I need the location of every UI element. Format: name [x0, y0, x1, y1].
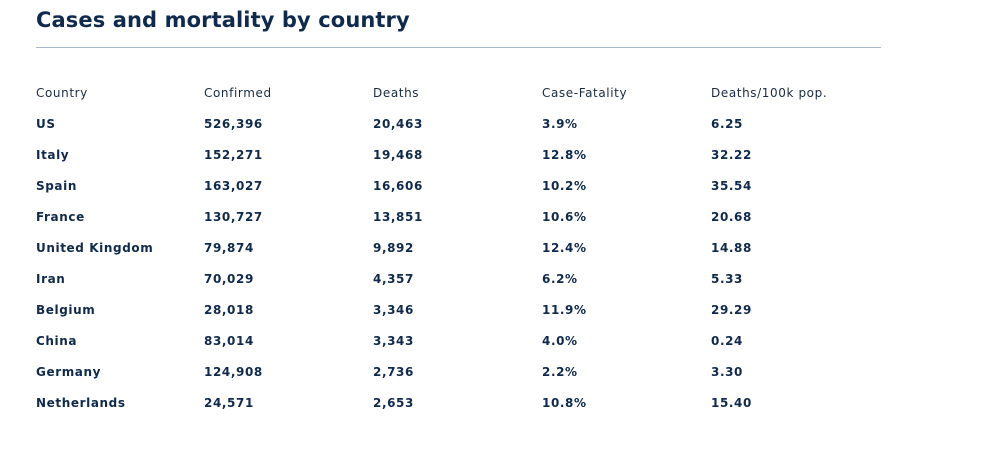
confirmed-cell: 152,271 [204, 147, 263, 162]
confirmed-cell: 163,027 [204, 178, 263, 193]
country-cell: Germany [36, 364, 102, 379]
deaths-per-100k-cell: 29.29 [711, 302, 752, 317]
deaths-cell: 4,357 [373, 271, 414, 286]
confirmed-cell: 79,874 [204, 240, 254, 255]
table-header-row: Country Confirmed Deaths Case-Fatality D… [36, 77, 861, 108]
deaths-cell: 9,892 [373, 240, 414, 255]
table-row: US 526,396 20,463 3.9% 6.25 [36, 108, 861, 139]
confirmed-cell: 124,908 [204, 364, 263, 379]
deaths-per-100k-cell: 14.88 [711, 240, 752, 255]
deaths-per-100k-cell: 32.22 [711, 147, 752, 162]
table-row: Netherlands 24,571 2,653 10.8% 15.40 [36, 387, 861, 418]
deaths-per-100k-cell: 3.30 [711, 364, 744, 379]
case-fatality-cell: 10.8% [542, 395, 587, 410]
confirmed-cell: 83,014 [204, 333, 254, 348]
table-row: China 83,014 3,343 4.0% 0.24 [36, 325, 861, 356]
column-header-case-fatality: Case-Fatality [542, 85, 628, 100]
deaths-per-100k-cell: 5.33 [711, 271, 744, 286]
country-cell: Belgium [36, 302, 96, 317]
deaths-cell: 16,606 [373, 178, 423, 193]
case-fatality-cell: 3.9% [542, 116, 578, 131]
column-header-country: Country [36, 85, 88, 100]
case-fatality-cell: 10.2% [542, 178, 587, 193]
country-cell: China [36, 333, 78, 348]
case-fatality-cell: 4.0% [542, 333, 578, 348]
table-row: Germany 124,908 2,736 2.2% 3.30 [36, 356, 861, 387]
country-cell: Iran [36, 271, 66, 286]
cases-mortality-table: Country Confirmed Deaths Case-Fatality D… [36, 77, 861, 418]
table-row: Belgium 28,018 3,346 11.9% 29.29 [36, 294, 861, 325]
country-cell: US [36, 116, 56, 131]
country-cell: Spain [36, 178, 77, 193]
deaths-per-100k-cell: 15.40 [711, 395, 752, 410]
deaths-cell: 2,653 [373, 395, 414, 410]
deaths-cell: 2,736 [373, 364, 414, 379]
case-fatality-cell: 2.2% [542, 364, 578, 379]
table-row: Iran 70,029 4,357 6.2% 5.33 [36, 263, 861, 294]
case-fatality-cell: 11.9% [542, 302, 587, 317]
country-cell: Netherlands [36, 395, 126, 410]
confirmed-cell: 70,029 [204, 271, 254, 286]
country-cell: United Kingdom [36, 240, 154, 255]
case-fatality-cell: 6.2% [542, 271, 578, 286]
confirmed-cell: 24,571 [204, 395, 254, 410]
deaths-per-100k-cell: 6.25 [711, 116, 744, 131]
deaths-cell: 19,468 [373, 147, 423, 162]
country-cell: France [36, 209, 85, 224]
deaths-cell: 20,463 [373, 116, 423, 131]
case-fatality-cell: 12.4% [542, 240, 587, 255]
deaths-cell: 13,851 [373, 209, 423, 224]
deaths-cell: 3,346 [373, 302, 414, 317]
confirmed-cell: 526,396 [204, 116, 263, 131]
column-header-confirmed: Confirmed [204, 85, 272, 100]
deaths-per-100k-cell: 20.68 [711, 209, 752, 224]
country-cell: Italy [36, 147, 70, 162]
confirmed-cell: 130,727 [204, 209, 263, 224]
title-divider [36, 47, 881, 48]
confirmed-cell: 28,018 [204, 302, 254, 317]
case-fatality-cell: 12.8% [542, 147, 587, 162]
deaths-per-100k-cell: 35.54 [711, 178, 752, 193]
table-row: Italy 152,271 19,468 12.8% 32.22 [36, 139, 861, 170]
deaths-cell: 3,343 [373, 333, 414, 348]
table-row: France 130,727 13,851 10.6% 20.68 [36, 201, 861, 232]
page-title: Cases and mortality by country [36, 8, 410, 32]
deaths-per-100k-cell: 0.24 [711, 333, 744, 348]
column-header-deaths-per-100k: Deaths/100k pop. [711, 85, 828, 100]
table-row: United Kingdom 79,874 9,892 12.4% 14.88 [36, 232, 861, 263]
case-fatality-cell: 10.6% [542, 209, 587, 224]
column-header-deaths: Deaths [373, 85, 420, 100]
table-row: Spain 163,027 16,606 10.2% 35.54 [36, 170, 861, 201]
